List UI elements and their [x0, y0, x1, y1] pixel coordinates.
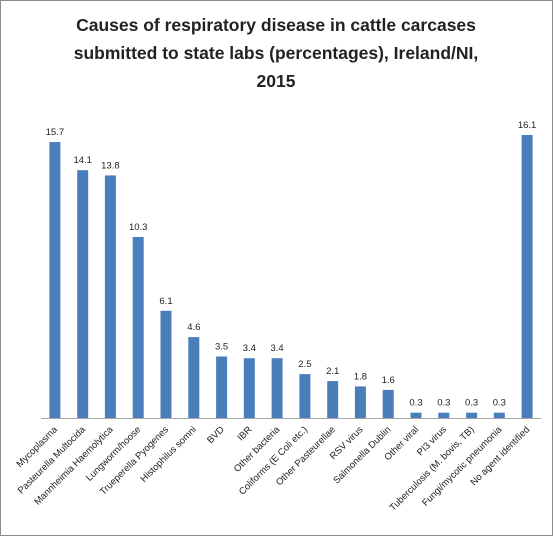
bar [354, 386, 366, 418]
bar [271, 358, 283, 418]
bar-value-label: 3.4 [243, 343, 256, 354]
chart-title-line-3: 2015 [257, 71, 296, 91]
bar [243, 358, 255, 418]
bar-value-label: 10.3 [129, 222, 148, 233]
bar [188, 337, 200, 418]
bar-value-label: 2.1 [326, 366, 339, 377]
bar-value-label: 1.8 [354, 371, 367, 382]
bar [160, 310, 172, 418]
bar-value-label: 16.1 [518, 120, 537, 131]
chart-title-line-1: Causes of respiratory disease in cattle … [76, 15, 476, 35]
bar [493, 412, 505, 418]
chart-title: Causes of respiratory disease in cattle … [74, 15, 479, 91]
bar [466, 412, 478, 418]
bar-value-label: 1.6 [382, 375, 395, 386]
bar [327, 381, 339, 418]
bar [438, 412, 450, 418]
bar-value-label: 4.6 [187, 322, 200, 333]
chart-title-line-2: submitted to state labs (percentages), I… [74, 43, 479, 63]
bar-value-label: 3.4 [270, 343, 283, 354]
data-labels: 15.7 14.1 13.8 10.3 6.1 4.6 3.5 3.4 3.4 2.5 2.1 1.8… [46, 120, 537, 409]
bar [77, 170, 89, 418]
bar-value-label: 15.7 [46, 127, 65, 138]
category-label: IBR [235, 424, 254, 443]
bar [299, 374, 311, 418]
bar-value-label: 14.1 [73, 155, 92, 166]
bar-value-label: 0.3 [465, 398, 478, 409]
bar [382, 389, 394, 418]
bar [410, 412, 422, 418]
bar [216, 356, 228, 418]
bar-value-label: 3.5 [215, 342, 228, 353]
bar-value-label: 0.3 [437, 398, 450, 409]
bar-value-label: 2.5 [298, 359, 311, 370]
category-label: BVD [205, 424, 227, 446]
bar-value-label: 6.1 [159, 296, 172, 307]
bar-series [49, 135, 533, 418]
bar-value-label: 0.3 [409, 398, 422, 409]
bar [104, 175, 116, 418]
bar [132, 237, 144, 418]
bar [521, 135, 533, 418]
bar [49, 142, 61, 418]
bar-value-label: 13.8 [101, 160, 120, 171]
bar-value-label: 0.3 [493, 398, 506, 409]
